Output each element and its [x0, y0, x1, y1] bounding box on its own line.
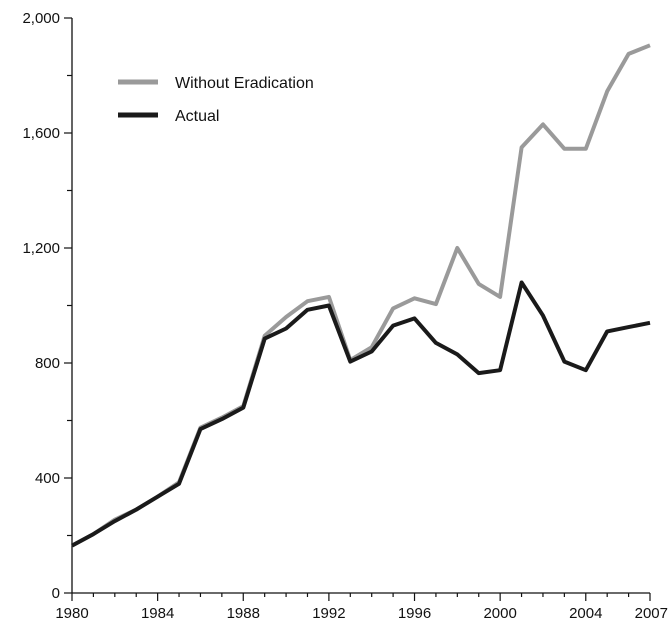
y-axis: 0 400 800 1,200 1,600 2,000 — [22, 10, 73, 602]
y-tick-label-1200: 1,200 — [22, 240, 60, 257]
x-tick-label-1992: 1992 — [312, 605, 345, 622]
legend: Without Eradication Actual — [118, 75, 314, 125]
y-tick-label-2000: 2,000 — [22, 10, 60, 27]
y-tick-label-800: 800 — [35, 355, 60, 372]
legend-label-without-eradication: Without Eradication — [175, 75, 314, 92]
x-tick-label-2000: 2000 — [483, 605, 516, 622]
x-tick-label-1984: 1984 — [141, 605, 174, 622]
y-tick-label-1600: 1,600 — [22, 125, 60, 142]
x-axis: 1980 1984 1988 1992 1996 2000 2004 2007 — [55, 592, 668, 622]
x-tick-label-2007: 2007 — [635, 605, 668, 622]
y-tick-label-400: 400 — [35, 470, 60, 487]
y-tick-label-0: 0 — [52, 585, 60, 602]
series-line-without-eradication — [71, 43, 651, 548]
series-line-actual — [71, 280, 651, 548]
legend-label-actual: Actual — [175, 108, 219, 125]
x-tick-label-1980: 1980 — [55, 605, 88, 622]
series-layer — [71, 43, 651, 548]
x-tick-label-1988: 1988 — [227, 605, 260, 622]
x-tick-label-2004: 2004 — [569, 605, 602, 622]
x-tick-label-1996: 1996 — [398, 605, 431, 622]
